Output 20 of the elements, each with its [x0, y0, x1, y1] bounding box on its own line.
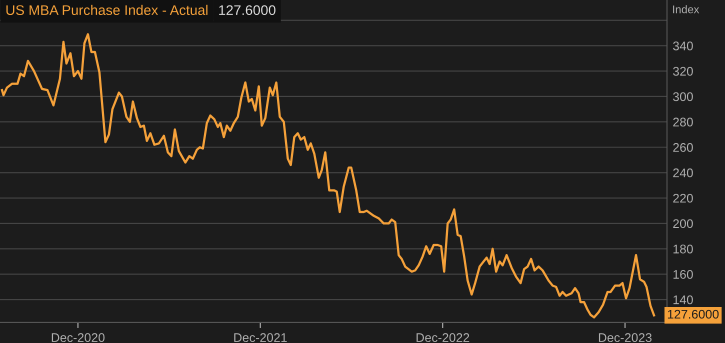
- y-tick-label: 300: [673, 92, 693, 102]
- y-tick-label: 180: [674, 244, 693, 254]
- y-tick-label: 220: [673, 194, 693, 203]
- y-tick-label: 260: [673, 143, 693, 152]
- chart-title: US MBA Purchase Index - Actual: [6, 4, 208, 16]
- x-tick-label: Dec-2023: [598, 333, 652, 342]
- y-tick-label: 160: [674, 270, 693, 279]
- annotation: 127.6000: [668, 310, 719, 319]
- annotation: 127.6000: [219, 5, 276, 16]
- y-tick-label: 140: [674, 295, 693, 304]
- x-tick-label: Dec-2022: [416, 333, 470, 342]
- x-tick-label: Dec-2020: [52, 333, 105, 342]
- y-tick-label: 200: [673, 219, 693, 228]
- y-tick-label: 240: [673, 168, 693, 178]
- y-tick-label: 320: [673, 66, 693, 76]
- y-axis-title: Index: [673, 5, 700, 14]
- y-tick-label: 340: [673, 42, 693, 50]
- y-tick-label: 280: [673, 118, 693, 127]
- line-series: [0, 33, 656, 318]
- x-tick-label: Dec-2021: [234, 333, 287, 342]
